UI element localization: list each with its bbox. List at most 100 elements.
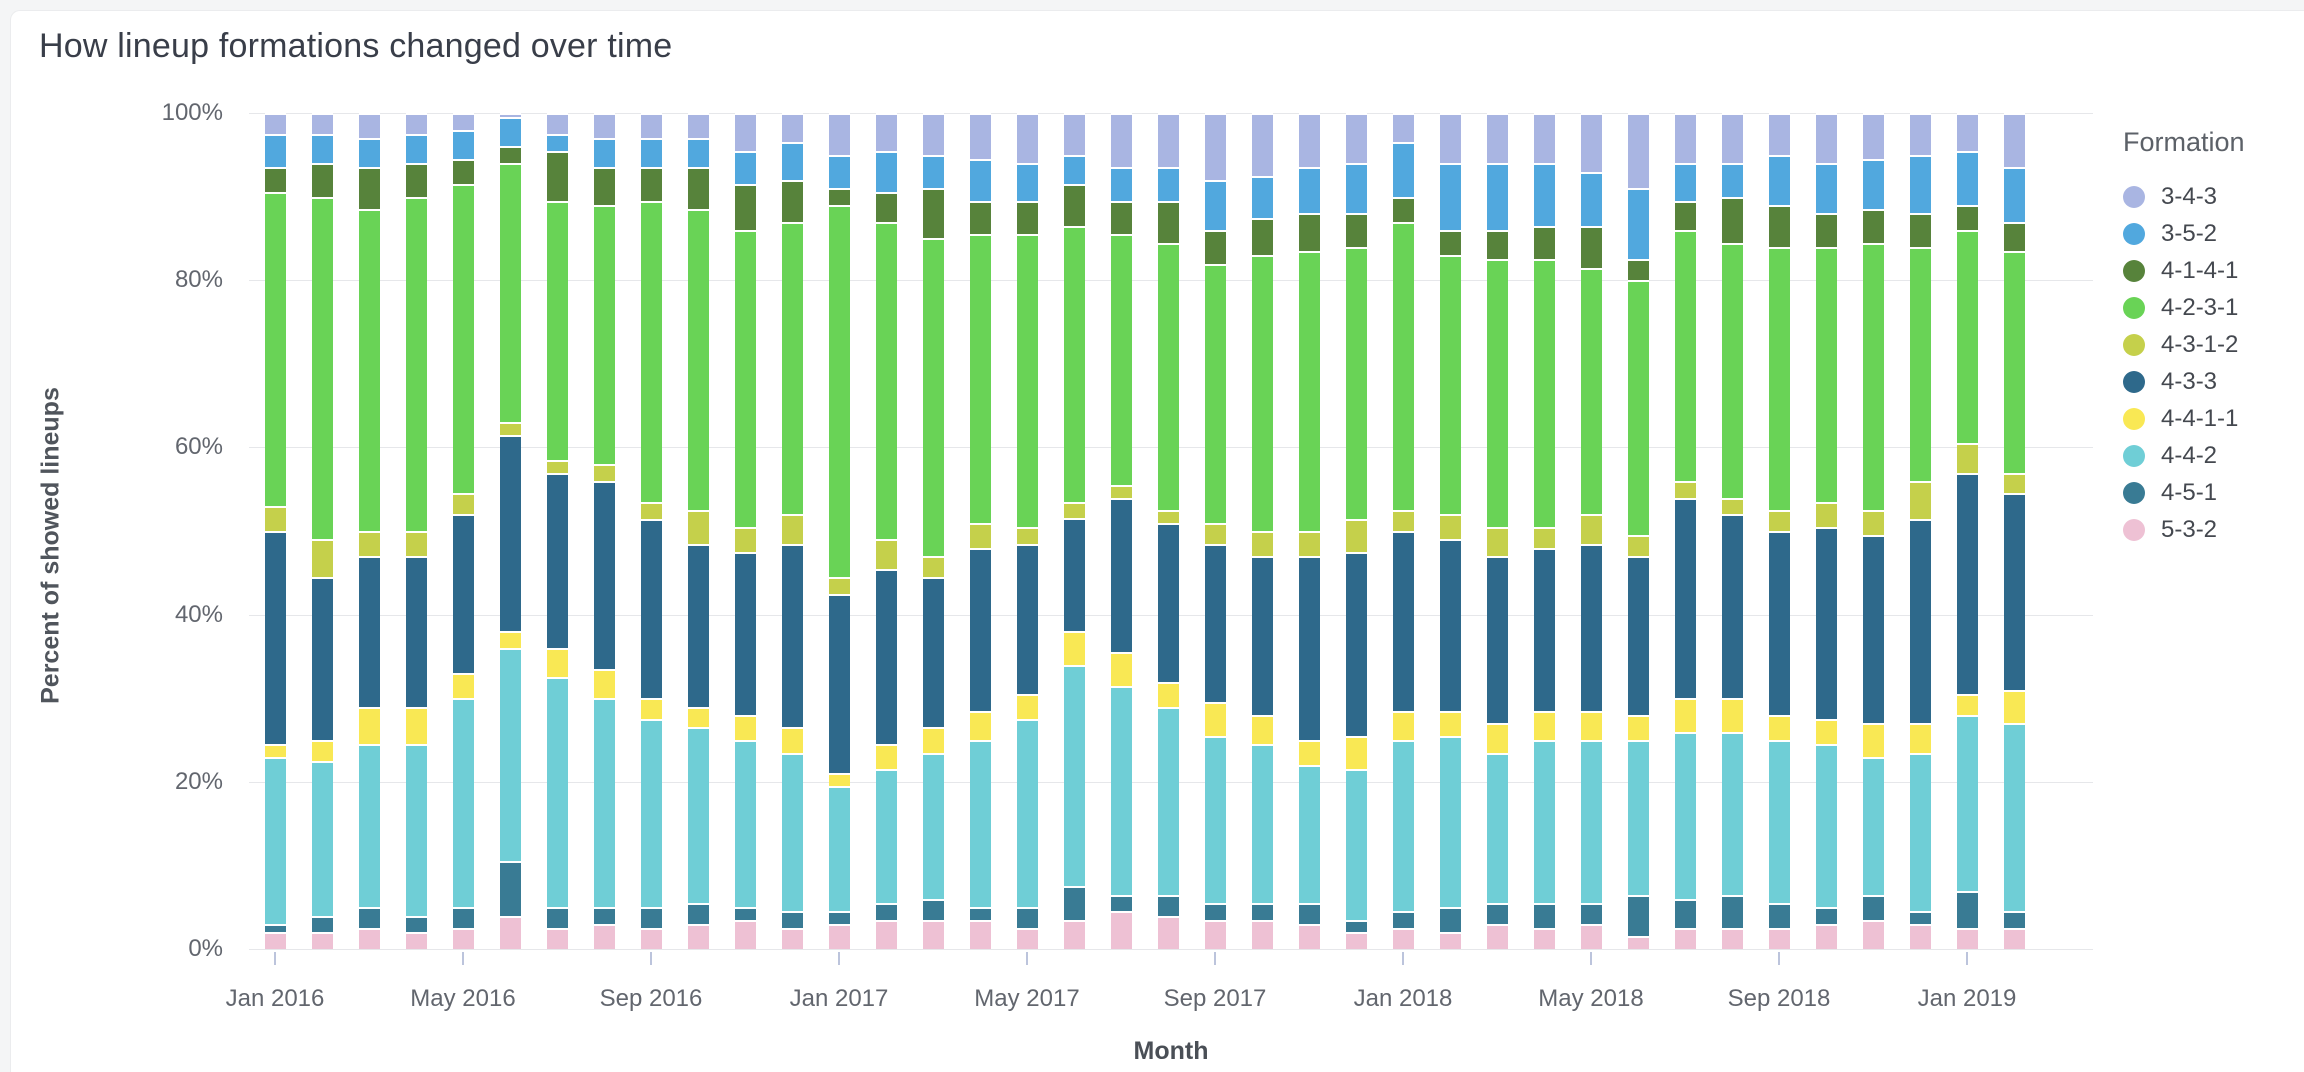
bar-segment-4-4-1-1[interactable] xyxy=(875,744,897,770)
bar-segment-3-4-3[interactable] xyxy=(1909,113,1931,155)
bar-segment-4-3-3[interactable] xyxy=(875,568,897,745)
bar-segment-3-4-3[interactable] xyxy=(1580,113,1602,172)
bar-segment-4-1-4-1[interactable] xyxy=(1157,200,1179,243)
bar-segment-4-2-3-1[interactable] xyxy=(264,192,286,506)
bar-segment-3-4-3[interactable] xyxy=(1439,113,1461,164)
bar-segment-5-3-2[interactable] xyxy=(452,928,474,949)
bar-segment-3-5-2[interactable] xyxy=(1157,167,1179,201)
bar-segment-5-3-2[interactable] xyxy=(1815,923,1837,949)
bar-segment-4-2-3-1[interactable] xyxy=(734,230,756,527)
bar-segment-4-3-1-2[interactable] xyxy=(1204,522,1226,544)
bar-segment-4-1-4-1[interactable] xyxy=(828,188,850,205)
bar-segment-4-4-1-1[interactable] xyxy=(2003,689,2025,724)
bar-segment-4-4-2[interactable] xyxy=(1956,714,1978,891)
bar-segment-3-4-3[interactable] xyxy=(1721,113,1743,164)
bar-segment-4-3-3[interactable] xyxy=(687,543,709,707)
bar-segment-4-3-1-2[interactable] xyxy=(1674,480,1696,498)
legend-item-4-4-2[interactable]: 4-4-2 xyxy=(2123,437,2303,474)
bar-segment-3-4-3[interactable] xyxy=(1862,113,1884,160)
bar-segment-4-2-3-1[interactable] xyxy=(405,196,427,532)
bar-segment-4-5-1[interactable] xyxy=(1016,907,1038,929)
bar-segment-4-2-3-1[interactable] xyxy=(1157,242,1179,511)
bar-segment-3-4-3[interactable] xyxy=(875,113,897,151)
bar-segment-4-3-3[interactable] xyxy=(405,556,427,707)
bar-segment-3-4-3[interactable] xyxy=(1533,113,1555,164)
bar-segment-5-3-2[interactable] xyxy=(1768,928,1790,949)
bar-segment-4-3-1-2[interactable] xyxy=(1392,510,1414,532)
bar-segment-4-5-1[interactable] xyxy=(640,907,662,929)
bar-segment-4-4-1-1[interactable] xyxy=(1627,714,1649,741)
bar-segment-4-1-4-1[interactable] xyxy=(1580,225,1602,268)
bar-segment-5-3-2[interactable] xyxy=(1345,932,1367,949)
bar-segment-4-4-1-1[interactable] xyxy=(1721,698,1743,732)
bar-segment-4-5-1[interactable] xyxy=(969,907,991,920)
bar-segment-4-1-4-1[interactable] xyxy=(1862,209,1884,243)
bar-segment-4-2-3-1[interactable] xyxy=(828,205,850,578)
bar-segment-4-3-3[interactable] xyxy=(922,577,944,728)
bar-segment-4-4-1-1[interactable] xyxy=(593,668,615,699)
bar-segment-3-4-3[interactable] xyxy=(1345,113,1367,164)
bar-segment-3-4-3[interactable] xyxy=(546,113,568,134)
bar-segment-4-4-1-1[interactable] xyxy=(452,673,474,699)
bar-segment-4-4-2[interactable] xyxy=(1768,740,1790,904)
bar-segment-5-3-2[interactable] xyxy=(687,923,709,949)
bar-segment-4-3-3[interactable] xyxy=(1063,518,1085,632)
bar-segment-3-5-2[interactable] xyxy=(1392,142,1414,197)
bar-segment-4-2-3-1[interactable] xyxy=(687,209,709,511)
bar-segment-4-3-1-2[interactable] xyxy=(781,514,803,544)
bar-segment-4-2-3-1[interactable] xyxy=(875,221,897,540)
bar-segment-4-2-3-1[interactable] xyxy=(1721,242,1743,498)
bar-segment-3-5-2[interactable] xyxy=(1956,150,1978,206)
bar-segment-4-2-3-1[interactable] xyxy=(781,221,803,515)
bar-segment-3-5-2[interactable] xyxy=(922,154,944,189)
bar-segment-3-5-2[interactable] xyxy=(1251,175,1273,218)
legend-item-3-5-2[interactable]: 3-5-2 xyxy=(2123,215,2303,252)
bar-segment-3-5-2[interactable] xyxy=(640,138,662,168)
bar-segment-4-3-3[interactable] xyxy=(828,593,850,774)
bar-segment-4-2-3-1[interactable] xyxy=(922,238,944,557)
bar-segment-4-2-3-1[interactable] xyxy=(1486,259,1508,527)
bar-segment-3-5-2[interactable] xyxy=(1909,154,1931,214)
bar-segment-3-5-2[interactable] xyxy=(969,159,991,201)
bar-segment-4-3-1-2[interactable] xyxy=(922,556,944,578)
bar-segment-4-4-2[interactable] xyxy=(828,786,850,912)
bar-segment-4-3-1-2[interactable] xyxy=(1627,535,1649,557)
bar-segment-4-4-2[interactable] xyxy=(1580,740,1602,904)
bar-segment-4-3-1-2[interactable] xyxy=(1909,480,1931,519)
bar-segment-4-1-4-1[interactable] xyxy=(499,146,521,164)
bar-segment-3-5-2[interactable] xyxy=(264,133,286,168)
bar-segment-4-5-1[interactable] xyxy=(1251,903,1273,920)
bar-segment-4-4-1-1[interactable] xyxy=(1862,723,1884,757)
bar-segment-4-3-3[interactable] xyxy=(1439,539,1461,711)
bar-segment-4-3-1-2[interactable] xyxy=(1157,510,1179,523)
bar-segment-3-5-2[interactable] xyxy=(1110,167,1132,201)
bar-segment-4-2-3-1[interactable] xyxy=(593,204,615,465)
bar-segment-4-3-1-2[interactable] xyxy=(1063,501,1085,519)
bar-segment-4-1-4-1[interactable] xyxy=(1815,213,1837,247)
bar-segment-4-1-4-1[interactable] xyxy=(1298,213,1320,251)
bar-segment-5-3-2[interactable] xyxy=(828,923,850,949)
bar-segment-4-4-2[interactable] xyxy=(1862,756,1884,895)
bar-segment-4-3-1-2[interactable] xyxy=(546,460,568,473)
bar-segment-5-3-2[interactable] xyxy=(969,919,991,949)
bar-segment-4-3-1-2[interactable] xyxy=(687,510,709,544)
bar-segment-4-5-1[interactable] xyxy=(1627,894,1649,937)
bar-segment-3-4-3[interactable] xyxy=(1110,113,1132,168)
bar-segment-3-5-2[interactable] xyxy=(828,154,850,189)
bar-segment-5-3-2[interactable] xyxy=(1580,923,1602,949)
bar-segment-4-4-2[interactable] xyxy=(1439,735,1461,908)
bar-segment-4-5-1[interactable] xyxy=(1580,903,1602,924)
bar-segment-4-3-3[interactable] xyxy=(311,577,333,741)
bar-segment-4-2-3-1[interactable] xyxy=(1909,246,1931,481)
bar-segment-4-3-3[interactable] xyxy=(452,514,474,674)
bar-segment-3-5-2[interactable] xyxy=(1016,163,1038,201)
bar-segment-4-2-3-1[interactable] xyxy=(640,200,662,502)
bar-segment-4-3-3[interactable] xyxy=(781,543,803,728)
bar-segment-4-3-1-2[interactable] xyxy=(358,531,380,557)
bar-segment-5-3-2[interactable] xyxy=(1674,928,1696,949)
bar-segment-4-3-3[interactable] xyxy=(969,547,991,711)
bar-segment-4-4-2[interactable] xyxy=(1627,740,1649,895)
bar-segment-4-4-1-1[interactable] xyxy=(1674,698,1696,732)
bar-segment-4-3-1-2[interactable] xyxy=(1580,514,1602,544)
bar-segment-4-5-1[interactable] xyxy=(1439,907,1461,933)
